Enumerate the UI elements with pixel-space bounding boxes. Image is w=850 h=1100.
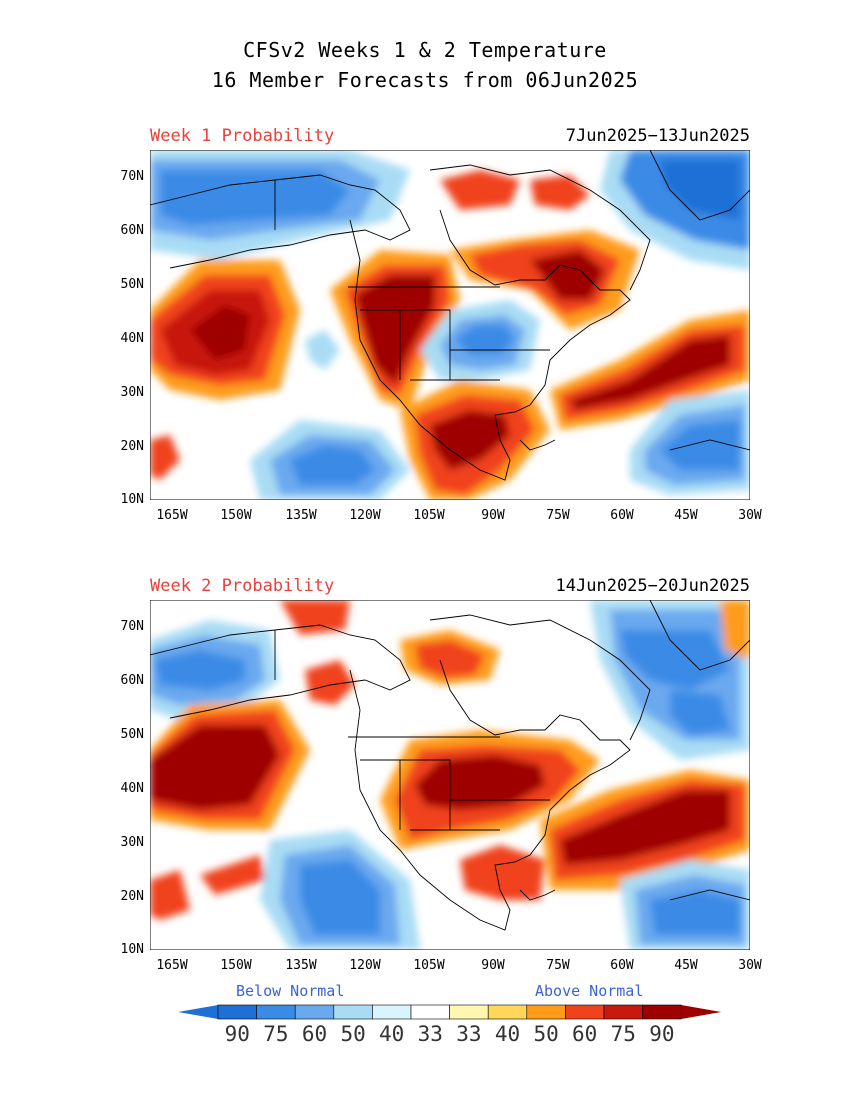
week1-lat-50n: 50N: [120, 277, 144, 292]
week1-lat-40n: 40N: [120, 331, 144, 346]
week1-probability-label: Week 1 Probability: [150, 126, 335, 146]
chart-title-line-2: 16 Member Forecasts from 06Jun2025: [211, 68, 639, 92]
legend-value: 90: [224, 1022, 250, 1046]
legend-value: 90: [649, 1022, 675, 1046]
week1-lon-135w: 135W: [285, 508, 317, 523]
week1-lon-75w: 75W: [546, 508, 570, 523]
week2-lon-90w: 90W: [481, 958, 505, 973]
legend-value: 50: [533, 1022, 559, 1046]
week1-lat-70n: 70N: [120, 169, 144, 184]
week1-lon-45w: 45W: [674, 508, 698, 523]
week2-lat-20n: 20N: [120, 889, 144, 904]
week1-lat-60n: 60N: [120, 223, 144, 238]
week2-lon-120w: 120W: [349, 958, 381, 973]
week2-lon-30w: 30W: [738, 958, 762, 973]
week1-lon-90w: 90W: [481, 508, 505, 523]
week2-lat-50n: 50N: [120, 727, 144, 742]
legend-value: 75: [610, 1022, 636, 1046]
legend-swatch: [642, 1004, 682, 1020]
legend-colorbar: [178, 1004, 722, 1020]
week2-lon-165w: 165W: [156, 958, 188, 973]
week1-date-range: 7Jun2025−13Jun2025: [565, 126, 750, 146]
week1-lat-10n: 10N: [120, 492, 144, 507]
legend-swatch: [294, 1004, 335, 1020]
week2-lat-40n: 40N: [120, 781, 144, 796]
week1-lon-120w: 120W: [349, 508, 381, 523]
legend-value: 50: [340, 1022, 366, 1046]
legend-value: 40: [379, 1022, 405, 1046]
week2-lon-135w: 135W: [285, 958, 317, 973]
legend-value: 33: [456, 1022, 482, 1046]
week2-lat-30n: 30N: [120, 835, 144, 850]
week2-lon-60w: 60W: [610, 958, 634, 973]
legend-above-normal-label: Above Normal: [535, 982, 644, 1000]
week1-lat-30n: 30N: [120, 385, 144, 400]
week2-lat-10n: 10N: [120, 942, 144, 957]
legend-value: 60: [572, 1022, 598, 1046]
week1-lon-60w: 60W: [610, 508, 634, 523]
legend-swatch: [256, 1004, 296, 1020]
week2-lat-70n: 70N: [120, 619, 144, 634]
legend-swatch: [372, 1004, 412, 1020]
legend-swatch: [217, 1004, 257, 1020]
week2-lon-45w: 45W: [674, 958, 698, 973]
week1-lon-30w: 30W: [738, 508, 762, 523]
week2-lon-75w: 75W: [546, 958, 570, 973]
week1-lon-105w: 105W: [413, 508, 445, 523]
legend-arrow-left: [178, 1005, 218, 1019]
legend-value: 75: [263, 1022, 289, 1046]
week1-probability-map: [150, 150, 750, 500]
legend-value: 60: [301, 1022, 328, 1046]
legend-swatch: [410, 1004, 450, 1020]
legend-swatch: [449, 1004, 489, 1020]
week2-lon-150w: 150W: [220, 958, 252, 973]
week1-lon-150w: 150W: [220, 508, 252, 523]
legend-swatch: [565, 1004, 605, 1020]
week2-lon-105w: 105W: [413, 958, 445, 973]
legend-swatch: [333, 1004, 373, 1020]
legend-swatch: [603, 1004, 643, 1020]
week2-lat-60n: 60N: [120, 673, 144, 688]
legend-swatch: [526, 1004, 566, 1020]
week2-date-range: 14Jun2025−20Jun2025: [555, 576, 750, 596]
week2-probability-map: [150, 600, 750, 950]
chart-title-line-1: CFSv2 Weeks 1 & 2 Temperature: [243, 38, 607, 62]
legend-value: 40: [494, 1022, 521, 1046]
week2-probability-label: Week 2 Probability: [150, 576, 335, 596]
legend-swatch: [487, 1004, 528, 1020]
week1-lat-20n: 20N: [120, 439, 144, 454]
legend-below-normal-label: Below Normal: [236, 982, 345, 1000]
legend-arrow-right: [681, 1005, 722, 1019]
legend-value: 33: [417, 1022, 443, 1046]
week1-lon-165w: 165W: [156, 508, 188, 523]
